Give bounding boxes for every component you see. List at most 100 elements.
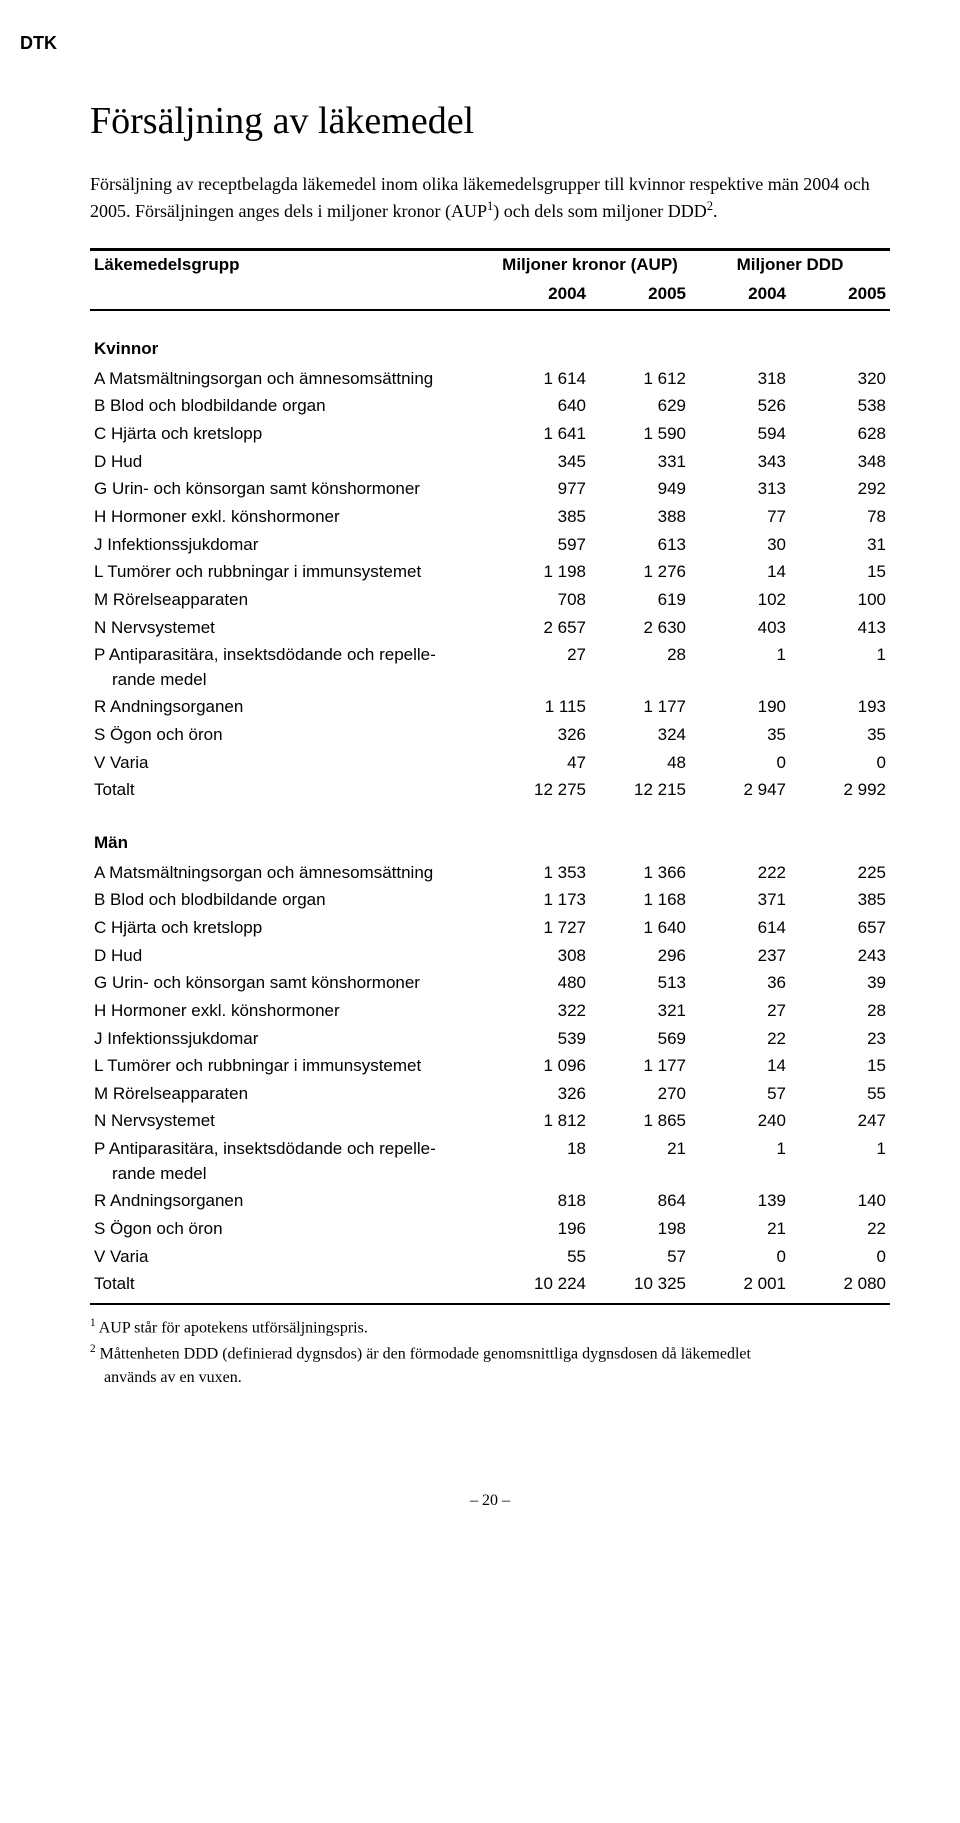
cell-value: 321 (590, 997, 690, 1025)
cell-value: 190 (690, 694, 790, 722)
row-label: A Matsmältningsorgan och ämnesomsättning (90, 859, 490, 887)
cell-value: 31 (790, 531, 890, 559)
cell-value: 308 (490, 942, 590, 970)
table-row: S Ögon och öron1961982122 (90, 1216, 890, 1244)
col-header-group-ddd: Miljoner DDD (690, 250, 890, 280)
cell-value: 140 (790, 1188, 890, 1216)
table-row: S Ögon och öron3263243535 (90, 722, 890, 750)
cell-value: 526 (690, 393, 790, 421)
cell-value: 403 (690, 614, 790, 642)
row-label: R Andningsorganen (90, 694, 490, 722)
table-row: A Matsmältningsorgan och ämnesomsättning… (90, 859, 890, 887)
cell-value: 1 641 (490, 421, 590, 449)
cell-value: 28 (790, 997, 890, 1025)
table-row: C Hjärta och kretslopp1 6411 590594628 (90, 421, 890, 449)
table-row: L Tumörer och rubbningar i immunsystemet… (90, 1053, 890, 1081)
table-row: D Hud308296237243 (90, 942, 890, 970)
table-head: Läkemedelsgrupp Miljoner kronor (AUP) Mi… (90, 250, 890, 310)
cell-value: 480 (490, 970, 590, 998)
cell-value: 57 (690, 1080, 790, 1108)
cell-value: 39 (790, 970, 890, 998)
cell-value: 225 (790, 859, 890, 887)
cell-value: 237 (690, 942, 790, 970)
cell-value: 47 (490, 749, 590, 777)
cell-value: 613 (590, 531, 690, 559)
cell-value: 1 177 (590, 1053, 690, 1081)
cell-value: 1 353 (490, 859, 590, 887)
footnotes: 1 AUP står för apotekens utförsäljningsp… (90, 1315, 890, 1389)
intro-paragraph: Försäljning av receptbelagda läkemedel i… (90, 171, 890, 224)
table-row: Totalt10 22410 3252 0012 080 (90, 1271, 890, 1304)
table-body: KvinnorA Matsmältningsorgan och ämnesoms… (90, 310, 890, 1304)
cell-value: 818 (490, 1188, 590, 1216)
row-label: A Matsmältningsorgan och ämnesomsättning (90, 365, 490, 393)
cell-value: 35 (690, 722, 790, 750)
cell-value: 619 (590, 586, 690, 614)
table-row: J Infektionssjukdomar5395692223 (90, 1025, 890, 1053)
cell-value: 15 (790, 1053, 890, 1081)
row-label: V Varia (90, 749, 490, 777)
cell-value: 10 224 (490, 1271, 590, 1304)
cell-value: 1 168 (590, 887, 690, 915)
cell-value: 292 (790, 476, 890, 504)
cell-value: 14 (690, 1053, 790, 1081)
page-title: Försäljning av läkemedel (90, 94, 890, 149)
cell-value: 139 (690, 1188, 790, 1216)
cell-value: 1 614 (490, 365, 590, 393)
row-label: L Tumörer och rubbningar i immunsystemet (90, 1053, 490, 1081)
row-label: D Hud (90, 448, 490, 476)
table-row: N Nervsystemet2 6572 630403413 (90, 614, 890, 642)
cell-value: 371 (690, 887, 790, 915)
section-code: DTK (20, 30, 890, 56)
row-label: N Nervsystemet (90, 614, 490, 642)
row-label: M Rörelseapparaten (90, 586, 490, 614)
cell-value: 1 612 (590, 365, 690, 393)
cell-value: 1 177 (590, 694, 690, 722)
cell-value: 57 (590, 1243, 690, 1271)
cell-value: 36 (690, 970, 790, 998)
cell-value: 1 865 (590, 1108, 690, 1136)
cell-value: 14 (690, 559, 790, 587)
table-row: J Infektionssjukdomar5976133031 (90, 531, 890, 559)
table-row: H Hormoner exkl. könshormoner3223212728 (90, 997, 890, 1025)
cell-value: 55 (790, 1080, 890, 1108)
cell-value: 326 (490, 722, 590, 750)
row-label: Totalt (90, 777, 490, 805)
row-label: S Ögon och öron (90, 1216, 490, 1244)
row-label: V Varia (90, 1243, 490, 1271)
cell-value: 949 (590, 476, 690, 504)
table-row: G Urin- och könsorgan samt könshormoner4… (90, 970, 890, 998)
cell-value: 78 (790, 504, 890, 532)
row-label: N Nervsystemet (90, 1108, 490, 1136)
data-table: Läkemedelsgrupp Miljoner kronor (AUP) Mi… (90, 248, 890, 1305)
cell-value: 513 (590, 970, 690, 998)
row-label: B Blod och blodbildande organ (90, 393, 490, 421)
cell-value: 1 (790, 1136, 890, 1188)
cell-value: 1 276 (590, 559, 690, 587)
page: DTK Försäljning av läkemedel Försäljning… (0, 0, 960, 1552)
row-label: P Antiparasitära, insektsdödande och rep… (90, 1136, 490, 1188)
cell-value: 708 (490, 586, 590, 614)
col-header-year: 2004 (690, 280, 790, 310)
row-label: S Ögon och öron (90, 722, 490, 750)
cell-value: 569 (590, 1025, 690, 1053)
table-row: Totalt12 27512 2152 9472 992 (90, 777, 890, 805)
cell-value: 539 (490, 1025, 590, 1053)
cell-value: 1 590 (590, 421, 690, 449)
row-label: C Hjärta och kretslopp (90, 914, 490, 942)
table-row: M Rörelseapparaten3262705755 (90, 1080, 890, 1108)
table-row: B Blod och blodbildande organ1 1731 1683… (90, 887, 890, 915)
table-row: P Antiparasitära, insektsdödande och rep… (90, 1136, 890, 1188)
cell-value: 0 (790, 749, 890, 777)
cell-value: 343 (690, 448, 790, 476)
row-label: G Urin- och könsorgan samt könshormoner (90, 476, 490, 504)
cell-value: 30 (690, 531, 790, 559)
cell-value: 1 812 (490, 1108, 590, 1136)
cell-value: 22 (790, 1216, 890, 1244)
col-header-year: 2004 (490, 280, 590, 310)
table-row: A Matsmältningsorgan och ämnesomsättning… (90, 365, 890, 393)
cell-value: 388 (590, 504, 690, 532)
cell-value: 326 (490, 1080, 590, 1108)
section-header: Män (90, 805, 890, 860)
cell-value: 240 (690, 1108, 790, 1136)
